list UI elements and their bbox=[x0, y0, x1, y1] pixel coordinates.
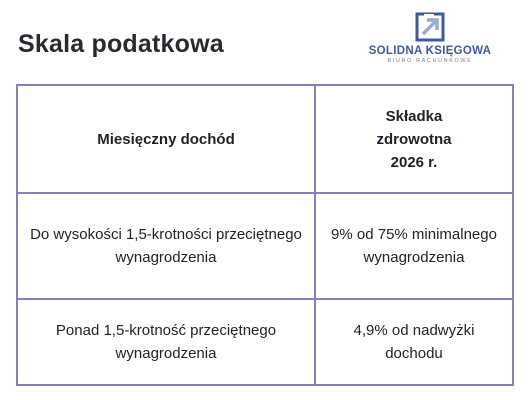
arrow-square-logo-icon bbox=[415, 12, 445, 42]
contribution-cell: 9% od 75% minimalnego wynagrodzenia bbox=[314, 192, 514, 300]
table-row: Do wysokości 1,5-krotności przeciętnego … bbox=[16, 192, 514, 300]
brand-logo-block: SOLIDNA KSIĘGOWA BIURO RACHUNKOWE bbox=[360, 12, 500, 72]
column-header-health-contribution: Składka zdrowotna 2026 r. bbox=[314, 84, 514, 194]
table-header-row: Miesięczny dochód Składka zdrowotna 2026… bbox=[16, 84, 514, 194]
page-title: Skala podatkowa bbox=[18, 30, 224, 58]
brand-name: SOLIDNA KSIĘGOWA bbox=[368, 45, 492, 57]
column-header-income: Miesięczny dochód bbox=[16, 84, 316, 194]
contribution-cell: 4,9% od nadwyżki dochodu bbox=[314, 298, 514, 386]
income-cell: Do wysokości 1,5-krotności przeciętnego … bbox=[16, 192, 316, 300]
brand-subtitle: BIURO RACHUNKOWE bbox=[387, 58, 473, 64]
table-row: Ponad 1,5-krotność przeciętnego wynagrod… bbox=[16, 298, 514, 386]
tax-scale-table: Miesięczny dochód Składka zdrowotna 2026… bbox=[16, 84, 514, 386]
income-cell: Ponad 1,5-krotność przeciętnego wynagrod… bbox=[16, 298, 316, 386]
